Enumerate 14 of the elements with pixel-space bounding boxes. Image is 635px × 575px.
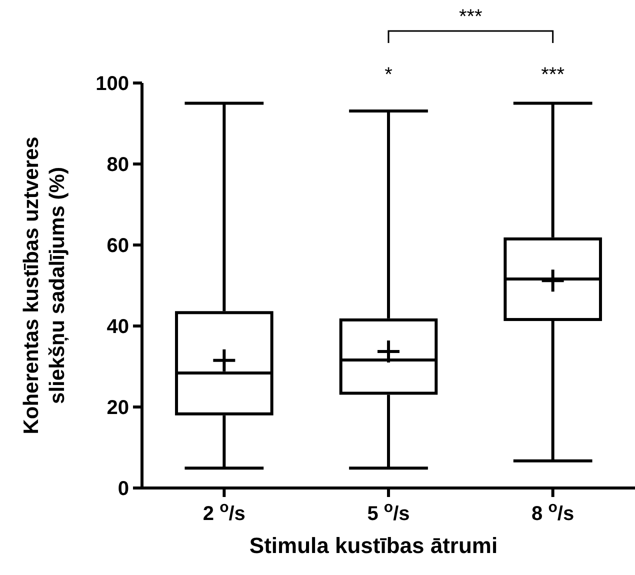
y-tick-label: 80 xyxy=(106,154,129,176)
x-tick-label: 8 $^{o}$/s xyxy=(532,498,574,525)
annotation: *** xyxy=(541,64,565,86)
annotation: * xyxy=(384,64,393,86)
x-tick-label: 2 $^{o}$/s xyxy=(202,498,246,525)
y-tick-label: 100 xyxy=(96,73,129,95)
y-axis-title: Koherentas kustības uztveres sliekšņu sadalījums (%) xyxy=(20,136,69,434)
y-tick-label: 0 xyxy=(118,478,129,500)
y-tick-label: 20 xyxy=(106,397,129,419)
x-axis-title: Stimula kustības ātrumi xyxy=(249,533,498,558)
y-tick-label: 40 xyxy=(106,316,129,338)
y-tick-label: 60 xyxy=(106,235,129,257)
text: *** xyxy=(458,6,483,28)
x-tick-label: 5 $^{o}$/s xyxy=(367,498,410,525)
